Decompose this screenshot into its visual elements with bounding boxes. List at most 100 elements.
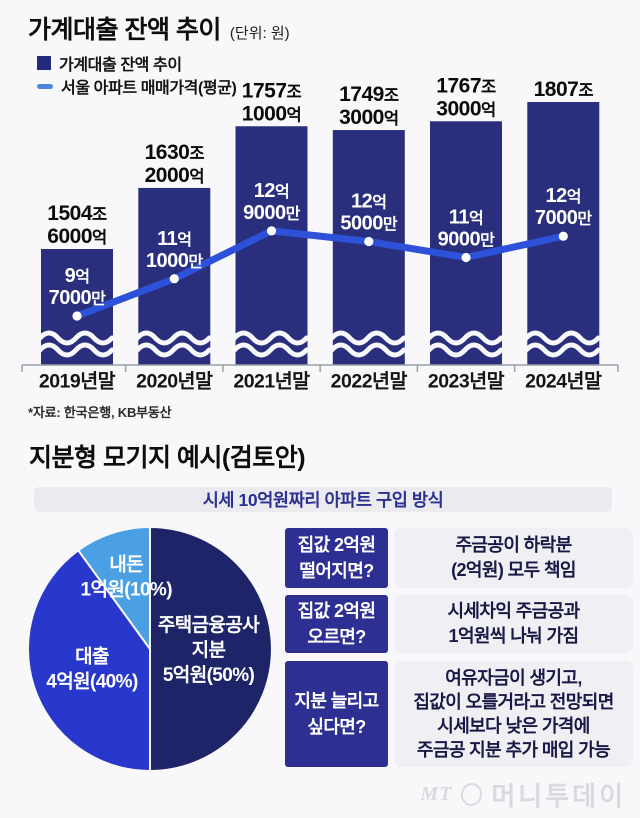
bar-value-label: 1749조 — [339, 83, 399, 106]
axis-break-wave — [37, 342, 115, 358]
qa-answer-panel: 시세차익 주금공과 1억원씩 나눠 가짐 — [394, 595, 633, 653]
line-value-label: 7000만 — [535, 207, 593, 229]
bar-value-label: 2000억 — [145, 164, 204, 187]
line-value-label: 7000만 — [49, 287, 107, 309]
pie-slice-label: 주택금융공사 — [158, 614, 260, 636]
qa-answer-line: 집값이 오를거라고 전망되면 — [413, 692, 614, 712]
qa-answer-line: 1억원씩 나눠 가짐 — [448, 626, 580, 646]
x-axis-label: 2019년말 — [39, 371, 116, 393]
bar-value-label: 1807조 — [534, 78, 594, 101]
qa-question-line: 지분 늘리고 — [294, 691, 379, 711]
bar-value-label: 1767조 — [436, 74, 496, 97]
legend-item-loan-balance: 가계대출 잔액 추이 — [37, 54, 236, 74]
qa-answer-line: 여유자금이 생기고, — [445, 668, 582, 688]
pie-slice-대출 — [27, 549, 151, 772]
chart-header: 가계대출 잔액 추이 (단위: 원) — [28, 10, 290, 46]
legend-label: 가계대출 잔액 추이 — [59, 57, 182, 74]
qa-question-line: 오르면? — [307, 627, 366, 647]
line-dot-2021년말 — [266, 226, 277, 236]
moneytoday-circle-icon — [459, 781, 485, 808]
line-dot-2022년말 — [364, 236, 374, 247]
line-value-label: 9000만 — [438, 228, 496, 250]
axis-break-wave — [426, 330, 504, 346]
pie-slice-label: 지분 — [192, 639, 226, 661]
qa-answer-line: (2억원) 모두 책임 — [451, 560, 576, 580]
chart-unit-label: (단위: 원) — [229, 25, 290, 42]
qa-answer-line: 주금공 지분 추가 매입 가능 — [416, 740, 611, 760]
line-value-label: 9000만 — [243, 202, 301, 224]
axis-break-wave — [232, 342, 309, 358]
pie-slice-label: 1억원(10%) — [81, 578, 173, 600]
legend-label: 서울 아파트 매매가격(평균) — [61, 80, 237, 97]
line-value-label: 11억 — [449, 206, 483, 228]
x-axis-label: 2020년말 — [136, 371, 213, 393]
line-value-label: 12억 — [546, 185, 581, 207]
line-value-label: 9억 — [65, 265, 90, 287]
axis-break-wave — [134, 342, 212, 358]
line-value-label: 11억 — [157, 228, 191, 250]
qa-question-line: 떨어지면? — [299, 561, 374, 581]
bar-value-label: 3000억 — [339, 106, 398, 129]
mortgage-header-pill: 시세 10억원짜리 아파트 구입 방식 — [34, 487, 612, 512]
qa-answer-line: 시세보다 낮은 가격에 — [437, 716, 590, 736]
axis-break-wave — [523, 342, 601, 358]
loan-bar-line-chart: 1504조6000억1630조2000억1757조1000억1749조3000억… — [21, 74, 619, 393]
qa-answer-line: 주금공이 하락분 — [455, 535, 572, 555]
qa-answer-panel: 주금공이 하락분 (2억원) 모두 책임 — [394, 528, 633, 588]
bar-value-label: 1757조 — [242, 79, 302, 102]
bar-value-label: 1504조 — [47, 202, 107, 225]
bar-value-label: 1630조 — [145, 141, 205, 164]
pie-slice-label: 내돈 — [109, 553, 143, 575]
bar-value-label: 3000억 — [436, 97, 495, 120]
qa-question-line: 집값 2억원 — [297, 535, 376, 555]
pie-slice-주택금융공사 지분 — [149, 526, 273, 772]
axis-break-wave — [426, 342, 504, 358]
axis-break-wave — [37, 330, 115, 346]
qa-answer-line: 시세차익 주금공과 — [447, 601, 580, 621]
x-axis-label: 2024년말 — [525, 371, 602, 393]
pie-slice-label: 대출 — [75, 645, 109, 667]
qa-list: 집값 2억원 떨어지면? 주금공이 하락분 (2억원) 모두 책임 집값 2억원 오르면?… — [285, 528, 633, 767]
line-value-label: 5000만 — [340, 213, 398, 235]
qa-question-line: 집값 2억원 — [297, 601, 376, 621]
bar-swatch-icon — [37, 56, 51, 70]
line-dot-2020년말 — [169, 274, 179, 284]
chart-title: 가계대출 잔액 추이 — [28, 16, 221, 44]
line-dot-2024년말 — [558, 231, 568, 241]
pie-slice-내돈 — [77, 526, 151, 650]
mt-logo-text: MT — [420, 783, 453, 805]
x-axis-label: 2021년말 — [233, 371, 310, 393]
x-axis-label: 2023년말 — [428, 371, 505, 393]
line-value-label: 12억 — [351, 191, 386, 213]
axis-break-wave — [523, 330, 601, 346]
pie-slice-label: 5억원(50%) — [163, 664, 255, 686]
qa-question-line: 싶다면? — [307, 717, 366, 737]
line-dot-2019년말 — [72, 311, 82, 321]
legend-item-apartment-price: 서울 아파트 매매가격(평균) — [37, 77, 237, 97]
bar-value-label: 6000억 — [47, 225, 106, 248]
line-value-label: 12억 — [254, 180, 289, 202]
publisher-logo: MT 머니투데이 — [420, 776, 626, 813]
bar-value-label: 1000억 — [242, 102, 301, 125]
line-value-label: 1000만 — [146, 250, 204, 272]
chart-source-note: *자료: 한국은행, KB부동산 — [28, 405, 172, 420]
mortgage-section-title: 지분형 모기지 예시(검토안) — [29, 444, 306, 472]
line-swatch-icon — [37, 83, 53, 89]
x-axis-label: 2022년말 — [331, 371, 408, 393]
axis-break-wave — [329, 342, 407, 358]
price-line — [73, 227, 567, 320]
axis-break-wave — [134, 330, 212, 346]
pie-slice-label: 4억원(40%) — [46, 670, 138, 692]
chart-legend: 가계대출 잔액 추이 서울 아파트 매매가격(평균) — [37, 54, 237, 97]
bar-2023년말 — [430, 121, 502, 365]
axis-break-wave — [232, 330, 309, 346]
